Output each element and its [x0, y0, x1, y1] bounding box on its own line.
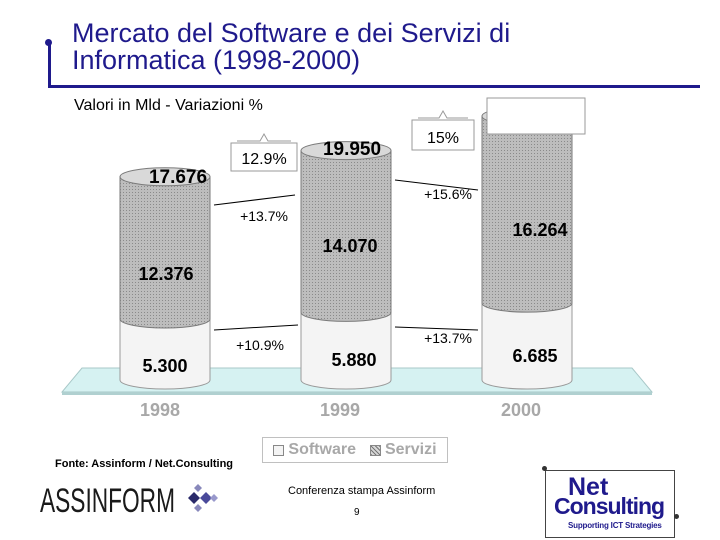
- slide-title-line-2: Informatica (1998-2000): [72, 45, 361, 75]
- logo-corner-dot: [674, 514, 679, 519]
- label-software-2000: 6.685: [512, 346, 557, 366]
- growth-total-1999-2000-label: 15%: [427, 130, 459, 147]
- label-servizi-1999: 14.070: [322, 236, 377, 256]
- total-2000-box: [486, 97, 586, 135]
- growth-connector: [394, 326, 479, 331]
- chart-legend: Software Servizi: [262, 437, 448, 463]
- slide-title-line-1: Mercato del Software e dei Servizi di: [72, 18, 511, 48]
- bar-servizi: [481, 115, 573, 313]
- cylinder-1998: [119, 167, 211, 390]
- conference-caption: Conferenza stampa Assinform: [288, 485, 436, 497]
- bar-servizi: [119, 176, 211, 329]
- label-total-1998: 17.676: [149, 167, 207, 188]
- bar-software: [119, 318, 211, 390]
- x-tick-1999: 1999: [320, 400, 360, 420]
- growth-total-1999-2000-notch: [418, 109, 468, 119]
- growth-total-1998-1999-notch: [237, 132, 291, 142]
- title-underline: [48, 85, 700, 88]
- growth-servizi-1998-1999: +13.7%: [240, 208, 288, 224]
- title-vertical-rule: [48, 44, 51, 88]
- logo-corner-dot: [542, 466, 547, 471]
- legend-label-software: Software: [288, 441, 356, 458]
- label-software-1999: 5.880: [331, 350, 376, 370]
- bar-software: [300, 311, 392, 390]
- netconsulting-logo-net: Net: [568, 473, 609, 501]
- cylinder-top: [300, 141, 392, 161]
- growth-connector: [394, 179, 479, 191]
- chart-subtitle: Valori in Mld - Variazioni %: [74, 97, 263, 114]
- assinform-logo-text: ASSINFORM: [40, 482, 175, 520]
- growth-total-1998-1999-box: [230, 142, 298, 172]
- slide-title: Mercato del Software e dei Servizi di In…: [72, 20, 692, 74]
- label-servizi-1998: 12.376: [138, 264, 193, 284]
- legend-label-servizi: Servizi: [384, 441, 437, 458]
- label-software-1998: 5.300: [142, 356, 187, 376]
- netconsulting-logo-tagline: Supporting ICT Strategies: [568, 521, 662, 530]
- legend-item-servizi: Servizi: [369, 441, 437, 459]
- legend-swatch-software: [273, 444, 285, 456]
- source-note: Fonte: Assinform / Net.Consulting: [55, 458, 234, 470]
- growth-total-1999-2000-box: [411, 119, 475, 151]
- growth-servizi-1999-2000: +15.6%: [424, 186, 472, 202]
- x-tick-2000: 2000: [501, 400, 541, 420]
- page-number: 9: [354, 507, 360, 518]
- title-bullet: [45, 39, 52, 46]
- growth-software-1999-2000: +13.7%: [424, 330, 472, 346]
- cylinder-top: [119, 167, 211, 187]
- label-servizi-2000: 16.264: [512, 220, 567, 240]
- netconsulting-logo: Net Consulting Supporting ICT Strategies: [545, 470, 675, 538]
- chart-floor-edge: [62, 392, 652, 395]
- label-total-1999: 19.950: [323, 139, 381, 160]
- bar-software: [481, 302, 573, 390]
- cylinder-1999: [300, 141, 392, 390]
- netconsulting-logo-consulting: Consulting: [554, 493, 665, 519]
- bar-servizi: [300, 150, 392, 322]
- growth-connector: [213, 194, 296, 206]
- x-tick-1998: 1998: [140, 400, 180, 420]
- market-chart: 5.300 12.376 17.676 1998 5.880 14.070 19.950 19…: [60, 97, 654, 420]
- growth-total-1998-1999-label: 12.9%: [241, 151, 286, 168]
- assinform-logo: ASSINFORM: [40, 482, 218, 520]
- assinform-diamonds-icon: [188, 484, 218, 512]
- growth-software-1998-1999: +10.9%: [236, 337, 284, 353]
- legend-swatch-servizi: [369, 444, 381, 456]
- legend-item-software: Software: [273, 441, 356, 459]
- growth-connector: [213, 324, 299, 331]
